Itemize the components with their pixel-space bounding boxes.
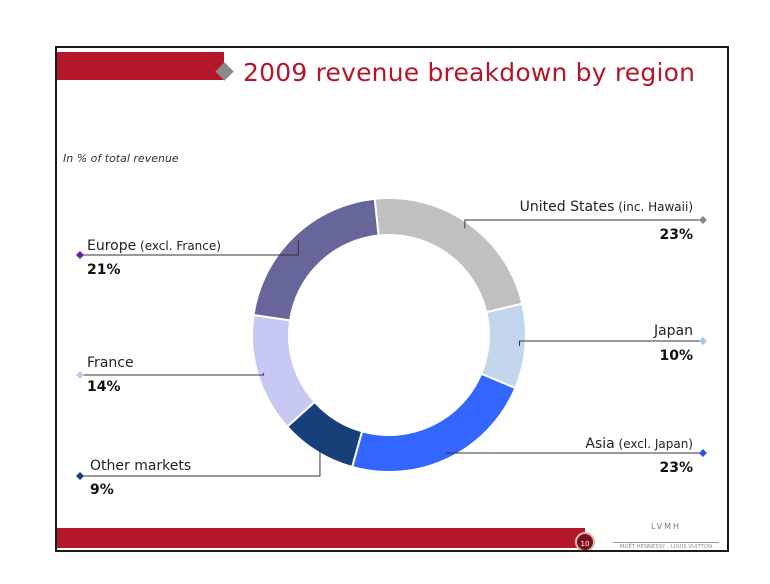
label-asia: Asia (excl. Japan)	[585, 436, 693, 452]
value-label-asia: 23%	[659, 460, 693, 476]
slice-europe	[252, 197, 380, 322]
leader-line-europe	[80, 240, 299, 256]
leader-line-japan	[519, 340, 703, 346]
label-name-france: France	[87, 355, 134, 371]
slice-asia	[350, 372, 517, 473]
chart-subtitle: In % of total revenue	[63, 152, 179, 165]
label-name-other-markets: Other markets	[90, 458, 191, 474]
label-japan: Japan	[653, 323, 693, 339]
leader-line-other-markets	[80, 446, 321, 477]
label-name-japan: Japan	[653, 323, 693, 339]
title-accent-bar	[57, 52, 224, 80]
label-united-states: United States (inc. Hawaii)	[520, 199, 693, 215]
marker-asia-icon	[699, 449, 707, 457]
value-label-france: 14%	[87, 379, 121, 395]
label-name-asia: Asia	[585, 436, 614, 452]
slide-title: 2009 revenue breakdown by region	[243, 58, 696, 87]
label-qualifier-asia: (excl. Japan)	[615, 437, 693, 451]
label-europe: Europe (excl. France)	[87, 238, 221, 254]
leader-line-united-states	[464, 219, 703, 229]
slide: 2009 revenue breakdown by region In % of…	[55, 46, 729, 552]
marker-other-markets-icon	[76, 472, 84, 480]
marker-europe-icon	[76, 251, 84, 259]
lvmh-logo: LVMH	[651, 522, 681, 531]
label-other-markets: Other markets	[90, 458, 191, 474]
label-name-europe: Europe	[87, 238, 136, 254]
value-label-europe: 21%	[87, 262, 121, 278]
value-label-japan: 10%	[659, 348, 693, 364]
value-label-other-markets: 9%	[90, 482, 114, 498]
label-qualifier-united-states: (inc. Hawaii)	[614, 200, 693, 214]
lvmh-logo-subtitle: MOËT HENNESSY . LOUIS VUITTON	[613, 542, 719, 550]
value-label-united-states: 23%	[659, 227, 693, 243]
marker-japan-icon	[699, 337, 707, 345]
label-qualifier-europe: (excl. France)	[136, 239, 221, 253]
leader-line-france	[80, 372, 265, 376]
marker-united-states-icon	[699, 216, 707, 224]
footer-accent-bar	[57, 528, 585, 548]
slice-france	[251, 313, 317, 429]
donut-chart: United States (inc. Hawaii) 23% Japan 10% As…	[76, 197, 707, 498]
page-number-badge: 10	[575, 532, 595, 550]
label-name-united-states: United States	[520, 199, 615, 215]
marker-france-icon	[76, 371, 84, 379]
label-france: France	[87, 355, 134, 371]
slice-united-states	[373, 197, 524, 314]
